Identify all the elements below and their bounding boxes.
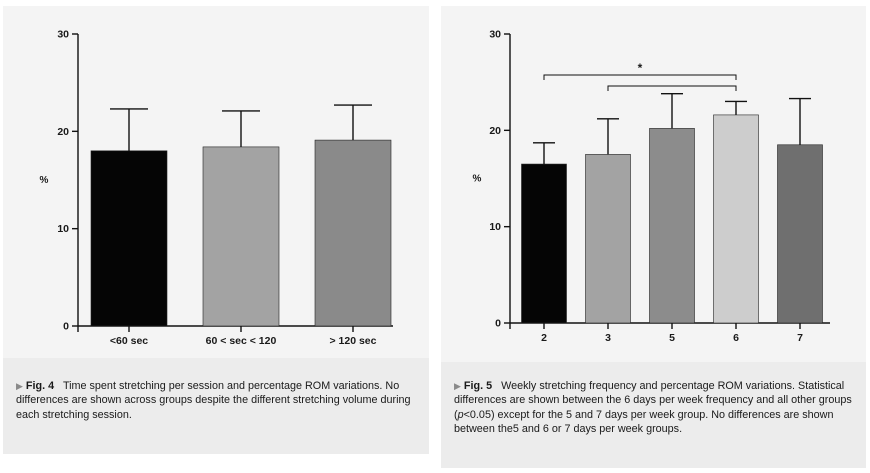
y-tick-label: 20: [489, 125, 501, 137]
x-tick-label: 7: [797, 332, 803, 344]
figure-5-caption: ▶ Fig. 5 Weekly stretching frequency and…: [454, 379, 859, 436]
y-tick-label: 0: [63, 321, 69, 333]
figure-4-chart: 0 10 20 30% <60 sec 60 < sec < 120 > 120 sec: [40, 29, 393, 347]
bar-fig4-1: [90, 150, 168, 327]
x-tick-label: <60 sec: [110, 335, 148, 347]
figure-4-caption: ▶ Fig. 4 Time spent stretching per sessi…: [16, 379, 416, 422]
figure-4-label: Fig. 4: [25, 380, 55, 392]
caption-arrow-icon: ▶: [454, 381, 461, 391]
y-tick-label: 30: [489, 29, 501, 41]
y-tick-label: 10: [489, 221, 501, 233]
figure-5-panel: 0 10 20 30% 2 3 5 6 7 * ▶ Fig. 5 Weekly stretchin…: [441, 6, 866, 468]
figure-4-plot-area: 0 10 20 30% <60 sec 60 < sec < 120 > 120 sec: [3, 6, 429, 358]
bar-fig5-2: [585, 154, 631, 324]
x-tick-label: > 120 sec: [329, 335, 376, 347]
figure-5-plot-area: 0 10 20 30% 2 3 5 6 7 *: [441, 6, 866, 362]
significance-asterisk: *: [638, 61, 643, 75]
x-tick-label: 6: [733, 332, 739, 344]
significance-bracket: [607, 85, 737, 91]
y-tick-label: 0: [495, 318, 501, 330]
y-axis-label: %: [40, 175, 49, 186]
y-tick-label: 10: [57, 223, 69, 235]
figure-5-label: Fig. 5: [463, 380, 493, 392]
bar-fig5-1: [521, 163, 567, 324]
p-value-symbol: p: [457, 408, 464, 421]
bar-fig5-4: [713, 114, 759, 324]
x-tick-label: 5: [669, 332, 675, 344]
caption-arrow-icon: ▶: [16, 381, 23, 391]
bar-fig4-3: [314, 139, 392, 327]
y-tick-label: 20: [57, 126, 69, 138]
x-tick-label: 2: [541, 332, 547, 344]
bar-fig5-5: [777, 144, 823, 324]
x-tick-label: 3: [605, 332, 611, 344]
figure-5-caption-text-1: Weekly stretching frequency and percenta…: [454, 380, 852, 421]
bar-fig5-3: [649, 128, 695, 324]
x-tick-label: 60 < sec < 120: [206, 335, 277, 347]
y-tick-label: 30: [57, 29, 69, 41]
figure-4-panel: 0 10 20 30% <60 sec 60 < sec < 120 > 120 sec ▶…: [3, 6, 429, 454]
bar-fig4-2: [202, 146, 280, 327]
y-axis-label: %: [473, 174, 482, 185]
figure-5-chart: 0 10 20 30% 2 3 5 6 7 *: [473, 29, 830, 344]
significance-bracket: [543, 74, 737, 80]
figure-4-caption-text: Time spent stretching per session and pe…: [16, 380, 411, 421]
figure-5-caption-text-2: <0.05) except for the 5 and 7 days per w…: [454, 408, 834, 435]
